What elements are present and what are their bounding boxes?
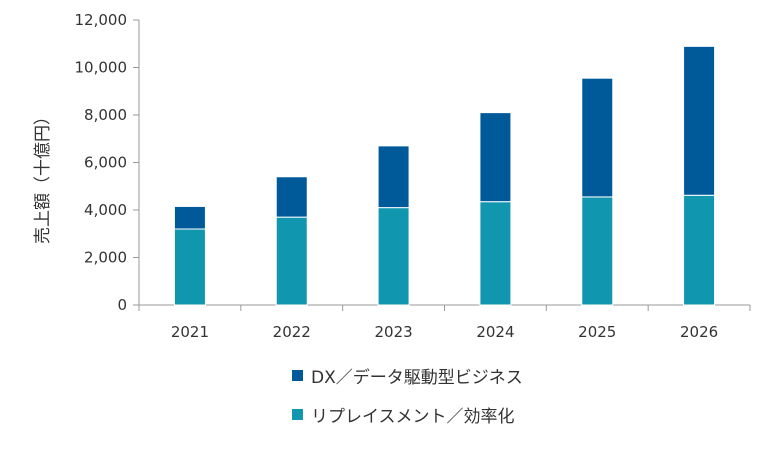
- legend-item-dx: DX／データ駆動型ビジネス: [292, 364, 523, 388]
- bar-replacement-2026: [683, 194, 716, 306]
- y-tick-label: 2,000: [84, 249, 127, 267]
- y-tick-label: 8,000: [84, 106, 127, 124]
- y-axis-label: 売上額（十億円）: [33, 108, 53, 244]
- bar-replacement-2025: [581, 196, 614, 306]
- x-tick-label: 2022: [273, 323, 311, 341]
- bar-replacement-2023: [377, 207, 410, 306]
- bar-dx-2026: [683, 45, 716, 196]
- y-tick-label: 0: [117, 296, 127, 314]
- legend-swatch-dx: [292, 370, 303, 381]
- legend-label-replacement: リプレイスメント／効率化: [311, 407, 515, 427]
- bar-dx-2022: [275, 176, 308, 218]
- bar-replacement-2021: [173, 228, 206, 306]
- bar-replacement-2022: [275, 216, 308, 306]
- y-axis: 0 2,000 4,000 6,000 8,000 10,000 12,000: [75, 11, 140, 314]
- y-tick-label: 12,000: [75, 11, 128, 29]
- bar-dx-2023: [377, 145, 410, 209]
- x-tick-label: 2024: [476, 323, 514, 341]
- bar-dx-2024: [479, 112, 512, 203]
- legend-item-replacement: リプレイスメント／効率化: [292, 403, 523, 427]
- legend-swatch-replacement: [292, 409, 303, 420]
- x-tick-label: 2023: [374, 323, 412, 341]
- y-tick-label: 6,000: [84, 154, 127, 172]
- x-tick-label: 2025: [578, 323, 616, 341]
- bars: [173, 45, 716, 306]
- bar-dx-2025: [581, 77, 614, 198]
- y-tick-label: 4,000: [84, 201, 127, 219]
- legend: DX／データ駆動型ビジネス リプレイスメント／効率化: [292, 364, 523, 442]
- bar-replacement-2024: [479, 201, 512, 306]
- legend-label-dx: DX／データ駆動型ビジネス: [311, 368, 523, 388]
- x-tick-label: 2021: [171, 323, 209, 341]
- x-axis: 2021 2022 2023 2024 2025 2026: [138, 304, 751, 341]
- x-tick-label: 2026: [680, 323, 718, 341]
- bar-dx-2021: [173, 205, 206, 230]
- y-tick-label: 10,000: [75, 59, 128, 77]
